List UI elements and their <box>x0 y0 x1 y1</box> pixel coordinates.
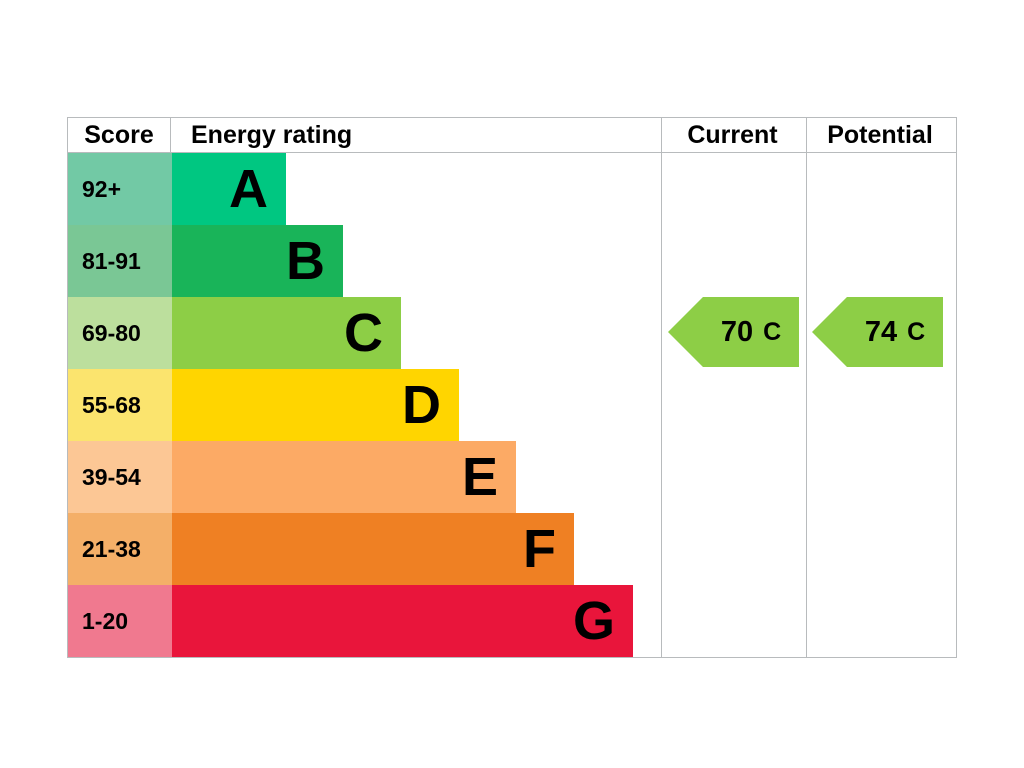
energy-rating-chart: Score Energy rating Current Potential 92… <box>67 117 957 658</box>
band-score-range: 81-91 <box>68 225 172 297</box>
band-score-range: 39-54 <box>68 441 172 513</box>
header-score: Score <box>68 118 171 152</box>
band-score-range: 92+ <box>68 153 172 225</box>
band-bar: F <box>172 513 574 585</box>
band-bar: C <box>172 297 401 369</box>
band-bar: G <box>172 585 633 657</box>
band-row: 55-68 D <box>68 369 956 441</box>
band-score-range: 55-68 <box>68 369 172 441</box>
current-rating-value: 70 <box>720 315 754 348</box>
header-current: Current <box>687 120 778 149</box>
divider-current-potential <box>806 118 807 657</box>
band-score-range: 1-20 <box>68 585 172 657</box>
band-bar: D <box>172 369 459 441</box>
band-row: 1-20 G <box>68 585 956 657</box>
divider-energy-current <box>661 118 662 657</box>
band-row: 81-91 B <box>68 225 956 297</box>
potential-rating-band-letter: C <box>907 317 926 346</box>
band-bar: E <box>172 441 516 513</box>
band-row: 69-80 C <box>68 297 956 369</box>
header-potential: Potential <box>827 120 933 149</box>
band-row: 21-38 F <box>68 513 956 585</box>
table-header-row: Score Energy rating Current Potential <box>68 118 956 153</box>
potential-rating-value: 74 <box>864 315 898 348</box>
energy-rating-table: Score Energy rating Current Potential 92… <box>68 118 956 657</box>
current-rating-band-letter: C <box>763 317 782 346</box>
band-bar: B <box>172 225 343 297</box>
band-row: 92+ A <box>68 153 956 225</box>
band-row: 39-54 E <box>68 441 956 513</box>
band-bar: A <box>172 153 286 225</box>
band-rows: 92+ A 81-91 B 69-80 C 55-68 D 39-54 E 21… <box>68 153 956 657</box>
header-energy-rating: Energy rating <box>191 120 353 149</box>
band-score-range: 69-80 <box>68 297 172 369</box>
band-score-range: 21-38 <box>68 513 172 585</box>
